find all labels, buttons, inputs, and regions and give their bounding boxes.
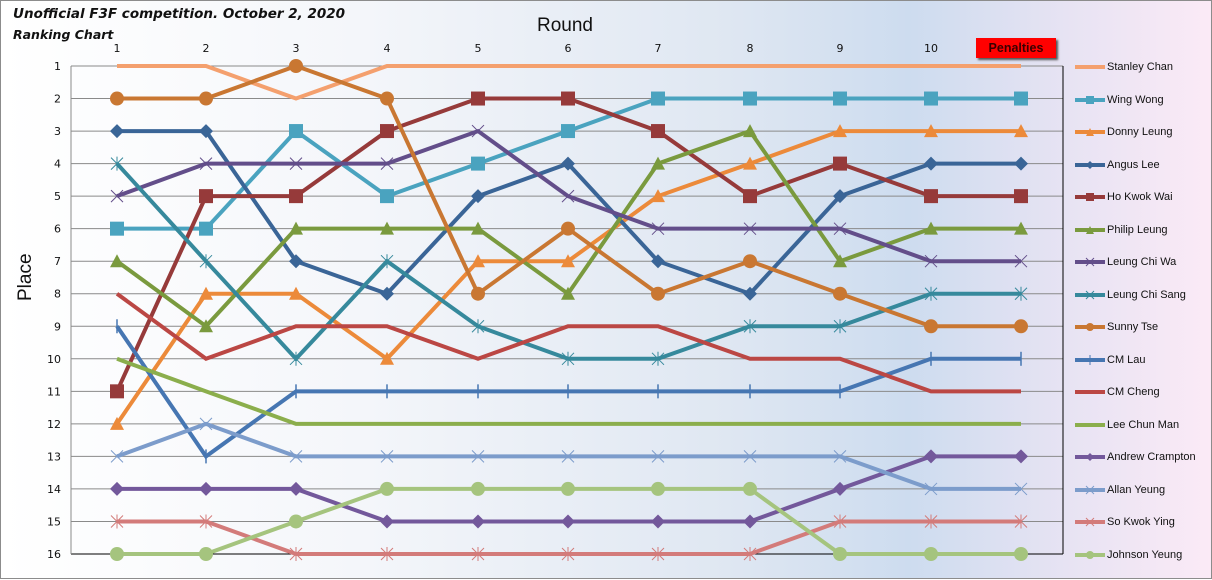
x-tick-label: 8 bbox=[747, 42, 754, 55]
x-tick-label: 1 bbox=[114, 42, 121, 55]
legend-swatch-icon bbox=[1075, 453, 1105, 461]
x-tick-label: 4 bbox=[384, 42, 391, 55]
chart-subtitle: Ranking Chart bbox=[13, 27, 114, 42]
x-tick-label: 7 bbox=[655, 42, 662, 55]
legend-label: Lee Chun Man bbox=[1107, 418, 1180, 431]
legend-label: Leung Chi Wa bbox=[1107, 256, 1177, 268]
y-tick-label: 16 bbox=[47, 548, 61, 561]
legend-item[interactable]: Andrew Crampton bbox=[1075, 448, 1196, 466]
series-so-kwok-ying[interactable] bbox=[110, 514, 1028, 561]
x-tick-label: 2 bbox=[203, 42, 210, 55]
x-tick-label: 5 bbox=[475, 42, 482, 55]
y-tick-label: 2 bbox=[54, 93, 61, 106]
legend-item[interactable]: Leung Chi Sang bbox=[1075, 286, 1186, 304]
y-tick-label: 11 bbox=[47, 385, 61, 398]
series-leung-chi-wa[interactable] bbox=[110, 124, 1028, 268]
series-lee-chun-man[interactable] bbox=[116, 356, 1021, 426]
legend-item[interactable]: Angus Lee bbox=[1075, 156, 1160, 174]
y-tick-label: 8 bbox=[54, 288, 61, 301]
legend-item[interactable]: Ho Kwok Wai bbox=[1075, 188, 1173, 206]
series-johnson-yeung[interactable] bbox=[110, 481, 1028, 561]
x-tick-label: 6 bbox=[565, 42, 572, 55]
chart-title: Unofficial F3F competition. October 2, 2… bbox=[13, 6, 346, 22]
legend-item[interactable]: Donny Leung bbox=[1075, 123, 1172, 141]
y-tick-label: 4 bbox=[54, 158, 61, 171]
series-philip-leung[interactable] bbox=[110, 124, 1028, 333]
legend-label: CM Cheng bbox=[1107, 386, 1160, 398]
y-tick-label: 7 bbox=[54, 255, 61, 268]
x-tick-label: 3 bbox=[293, 42, 300, 55]
legend-swatch-icon bbox=[1075, 422, 1105, 427]
series-angus-lee[interactable] bbox=[110, 124, 1028, 301]
legend-swatch-icon bbox=[1075, 485, 1105, 494]
y-tick-label: 15 bbox=[47, 515, 61, 528]
series-ho-kwok-wai[interactable] bbox=[110, 91, 1028, 399]
legend-swatch-icon bbox=[1075, 290, 1105, 299]
legend-item[interactable]: Leung Chi Wa bbox=[1075, 253, 1176, 271]
legend-item[interactable]: Lee Chun Man bbox=[1075, 416, 1179, 434]
legend-swatch-icon bbox=[1075, 257, 1105, 267]
series-cm-cheng[interactable] bbox=[115, 292, 1021, 394]
legend-label: CM Lau bbox=[1107, 353, 1146, 366]
series-leung-chi-sang[interactable] bbox=[110, 156, 1028, 366]
y-tick-label: 5 bbox=[54, 190, 61, 203]
series-stanley-chan[interactable] bbox=[117, 64, 1021, 101]
legend-swatch-icon bbox=[1075, 160, 1105, 169]
legend-swatch-icon bbox=[1075, 65, 1105, 69]
legend-label: Philip Leung bbox=[1107, 223, 1168, 236]
y-tick-label: 1 bbox=[54, 60, 61, 73]
legend-item[interactable]: CM Cheng bbox=[1075, 383, 1160, 401]
legend-label: Angus Lee bbox=[1107, 158, 1160, 171]
legend-item[interactable]: Johnson Yeung bbox=[1075, 546, 1182, 564]
y-tick-label: 13 bbox=[47, 450, 61, 463]
series-andrew-crampton[interactable] bbox=[110, 449, 1028, 529]
legend-swatch-icon bbox=[1075, 354, 1105, 365]
legend-label: Ho Kwok Wai bbox=[1107, 191, 1173, 203]
legend-label: Sunny Tse bbox=[1107, 321, 1159, 333]
legend-item[interactable]: Wing Wong bbox=[1075, 91, 1164, 109]
legend-swatch-icon bbox=[1075, 193, 1105, 201]
penalties-button[interactable]: Penalties bbox=[976, 38, 1056, 58]
legend-label: So Kwok Ying bbox=[1107, 516, 1175, 528]
legend-item[interactable]: So Kwok Ying bbox=[1075, 513, 1175, 531]
y-tick-label: 12 bbox=[47, 418, 61, 431]
legend-label: Johnson Yeung bbox=[1107, 548, 1183, 561]
legend-label: Andrew Crampton bbox=[1107, 451, 1196, 463]
legend-label: Donny Leung bbox=[1107, 126, 1173, 138]
y-tick-label: 14 bbox=[47, 483, 61, 496]
legend-item[interactable]: Stanley Chan bbox=[1075, 58, 1173, 76]
legend-label: Leung Chi Sang bbox=[1107, 288, 1186, 301]
series-donny-leung[interactable] bbox=[110, 124, 1028, 430]
legend-label: Wing Wong bbox=[1107, 93, 1164, 106]
legend-item[interactable]: Allan Yeung bbox=[1075, 481, 1165, 499]
x-tick-label: 9 bbox=[837, 42, 844, 55]
legend-swatch-icon bbox=[1075, 550, 1105, 559]
legend-swatch-icon bbox=[1075, 128, 1105, 136]
series-allan-yeung[interactable] bbox=[110, 417, 1028, 496]
legend-swatch-icon bbox=[1075, 517, 1105, 527]
legend-item[interactable]: Philip Leung bbox=[1075, 221, 1168, 239]
y-tick-label: 10 bbox=[47, 353, 61, 366]
y-tick-label: 6 bbox=[54, 223, 61, 236]
x-axis-label: Round bbox=[537, 15, 593, 36]
legend-swatch-icon bbox=[1075, 225, 1105, 234]
x-tick-label: 10 bbox=[924, 42, 938, 55]
legend-swatch-icon bbox=[1075, 323, 1105, 331]
y-tick-label: 9 bbox=[54, 320, 61, 333]
legend-swatch-icon bbox=[1075, 390, 1105, 394]
legend-item[interactable]: CM Lau bbox=[1075, 351, 1146, 369]
legend-item[interactable]: Sunny Tse bbox=[1075, 318, 1158, 336]
legend-label: Stanley Chan bbox=[1107, 61, 1174, 73]
series-sunny-tse[interactable] bbox=[110, 59, 1028, 334]
legend-swatch-icon bbox=[1075, 95, 1105, 104]
y-tick-label: 3 bbox=[54, 125, 61, 138]
legend-label: Allan Yeung bbox=[1107, 483, 1166, 496]
